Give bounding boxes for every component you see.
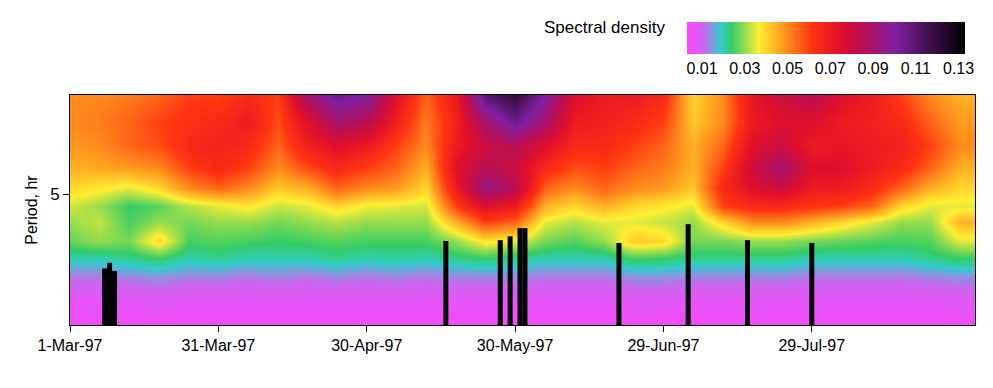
svg-text:Period, hr: Period, hr [23,175,40,245]
svg-text:29-Jul-97: 29-Jul-97 [778,337,845,354]
svg-text:0.11: 0.11 [901,60,931,77]
svg-text:29-Jun-97: 29-Jun-97 [627,337,699,354]
svg-text:5: 5 [50,185,59,204]
svg-text:0.03: 0.03 [729,60,760,77]
svg-text:30-Apr-97: 30-Apr-97 [331,337,402,354]
svg-text:31-Mar-97: 31-Mar-97 [181,337,255,354]
svg-text:0.09: 0.09 [857,60,888,77]
svg-text:0.05: 0.05 [772,60,803,77]
svg-text:Spectral density: Spectral density [544,18,665,37]
svg-text:30-May-97: 30-May-97 [477,337,554,354]
svg-text:0.01: 0.01 [686,60,717,77]
svg-text:0.13: 0.13 [943,60,974,77]
svg-text:1-Mar-97: 1-Mar-97 [38,337,103,354]
svg-text:0.07: 0.07 [815,60,846,77]
